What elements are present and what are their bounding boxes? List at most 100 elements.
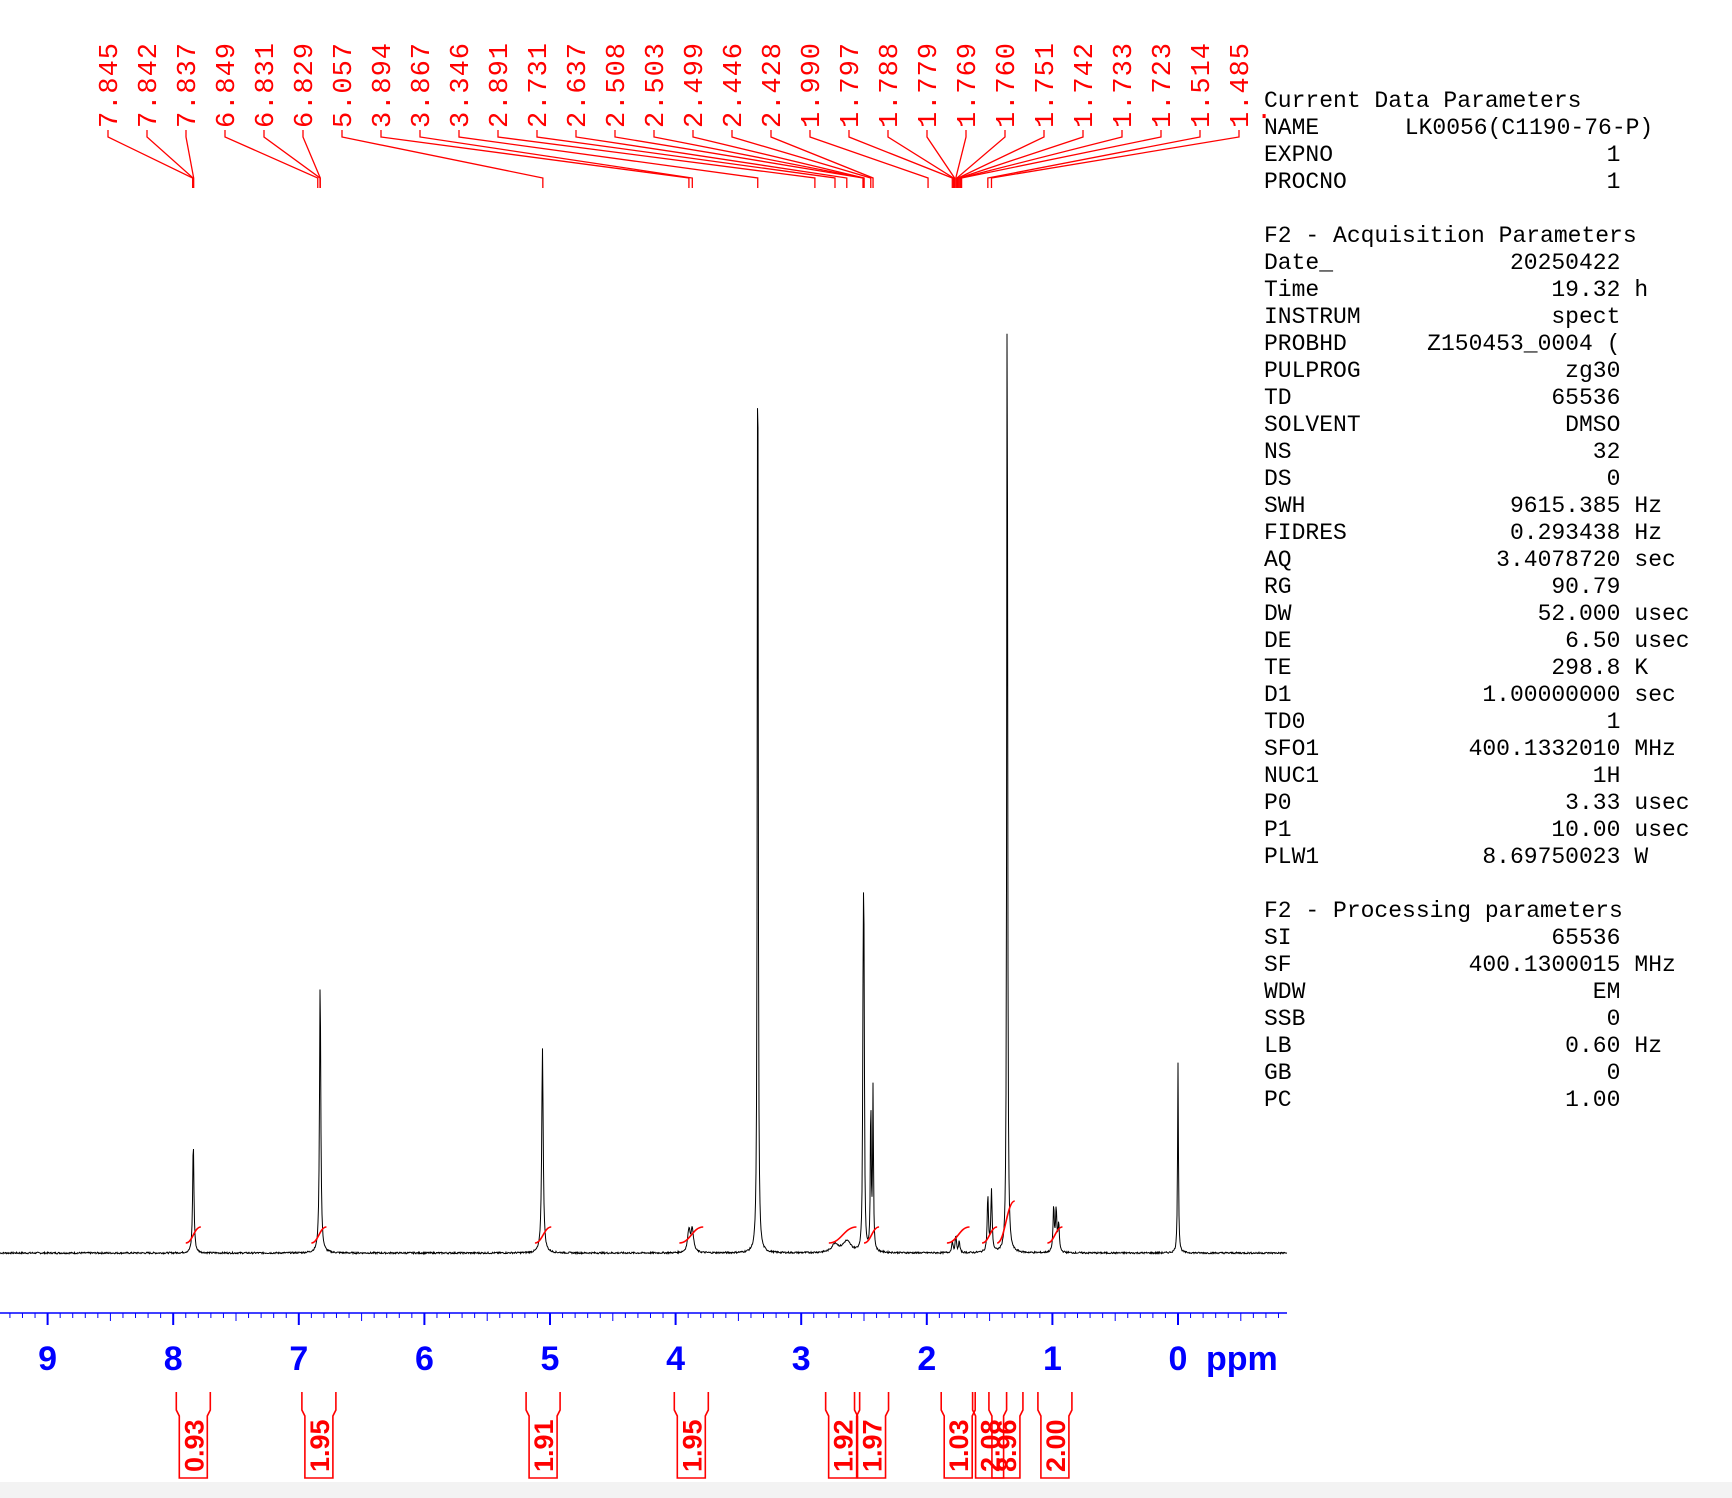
integral-value-label: 2.08	[976, 1419, 1006, 1472]
parameter-row: SSB 0	[1264, 1006, 1724, 1033]
parameter-key: SWH	[1264, 493, 1306, 519]
parameter-key: PC	[1264, 1087, 1292, 1113]
parameter-row: P1 10.00 usec	[1264, 817, 1724, 844]
parameter-row: SWH 9615.385 Hz	[1264, 493, 1724, 520]
acquisition-parameters-panel: Current Data Parameters NAME LK0056(C1190-…	[1264, 88, 1724, 1114]
parameter-value: EM	[1592, 979, 1621, 1005]
parameter-row: AQ 3.4078720 sec	[1264, 547, 1724, 574]
parameter-key: GB	[1264, 1060, 1292, 1086]
parameter-row: D1 1.00000000 sec	[1264, 682, 1724, 709]
parameter-unit	[1620, 439, 1724, 466]
integral-bracket	[988, 1392, 1024, 1479]
parameter-value: 6.50	[1565, 628, 1621, 654]
parameter-row: TD0 1	[1264, 709, 1724, 736]
parameter-value: 1H	[1592, 763, 1621, 789]
parameter-value: 0.60	[1565, 1033, 1621, 1059]
parameter-unit: Hz	[1634, 493, 1662, 519]
parameter-unit: K	[1634, 655, 1649, 681]
parameter-unit: usec	[1634, 628, 1690, 654]
parameter-value: 1.00	[1565, 1087, 1621, 1113]
parameter-value: 1	[1606, 169, 1621, 195]
parameter-section-title: F2 - Processing parameters	[1264, 898, 1623, 924]
peak-label: 1.485	[1227, 42, 1257, 128]
parameter-unit: h	[1634, 277, 1649, 303]
integral-bracket	[853, 1392, 890, 1479]
peak-label: 1.733	[1110, 42, 1140, 128]
integral-bracket	[1037, 1392, 1073, 1479]
parameter-unit	[1620, 925, 1724, 952]
parameter-unit	[1620, 142, 1724, 169]
parameter-unit: MHz	[1634, 952, 1676, 978]
parameter-unit: Hz	[1634, 1033, 1662, 1059]
parameter-row: SF 400.1300015 MHz	[1264, 952, 1724, 979]
parameter-value: LK0056(C1190-76-P)	[1404, 115, 1654, 141]
parameter-unit	[1620, 709, 1724, 736]
parameter-unit	[1621, 115, 1724, 142]
parameter-row: NUC1 1H	[1264, 763, 1724, 790]
peak-label: 7.845	[96, 42, 126, 128]
peak-label-leader	[653, 130, 865, 188]
peak-label: 2.891	[486, 42, 516, 128]
parameter-value: 90.79	[1551, 574, 1621, 600]
parameter-unit: W	[1634, 844, 1649, 870]
parameter-unit	[1620, 1060, 1724, 1087]
parameter-row: GB 0	[1264, 1060, 1724, 1087]
peak-label-leader	[302, 130, 321, 188]
parameter-key: NS	[1264, 439, 1292, 465]
parameter-key: Date_	[1264, 250, 1334, 276]
parameter-row: SI 65536	[1264, 925, 1724, 952]
integral-value-label: 1.97	[858, 1419, 888, 1472]
integral-curve	[534, 1226, 552, 1244]
parameter-value: zg30	[1565, 358, 1621, 384]
ppm-axis-label: ppm	[1206, 1340, 1278, 1378]
peak-label: 1.797	[837, 42, 867, 128]
parameter-row: TD 65536	[1264, 385, 1724, 412]
parameter-value: 400.1332010	[1468, 736, 1621, 762]
parameter-row: NAME LK0056(C1190-76-P)	[1264, 115, 1724, 142]
peak-label-leader	[536, 130, 836, 188]
peak-label: 1.769	[954, 42, 984, 128]
peak-label-leader	[955, 130, 967, 188]
parameter-unit: usec	[1634, 817, 1690, 843]
integral-value-label: 0.93	[179, 1419, 209, 1472]
spectrum-line	[0, 333, 1288, 1256]
peak-label: 1.514	[1188, 42, 1218, 128]
peak-label: 2.637	[564, 42, 594, 128]
peak-label: 1.760	[993, 42, 1023, 128]
parameter-key: TD	[1264, 385, 1292, 411]
ppm-tick-label: 4	[666, 1340, 685, 1378]
peak-label: 7.842	[135, 42, 165, 128]
parameter-value: 19.32	[1551, 277, 1621, 303]
integral-bracket	[673, 1392, 710, 1479]
ppm-axis: 9 8 7 6 5 4 3 2 1 0 ppm	[0, 1312, 1287, 1378]
integral-bracket	[175, 1392, 212, 1479]
integral-curve	[311, 1226, 327, 1244]
parameter-key: EXPNO	[1264, 142, 1334, 168]
ppm-tick-label: 2	[917, 1340, 936, 1378]
peak-label: 7.837	[174, 42, 204, 128]
parameter-row: Date_ 20250422	[1264, 250, 1724, 277]
ppm-tick-label: 1	[1043, 1340, 1062, 1378]
peak-label: 2.503	[642, 42, 672, 128]
integral-bracket	[301, 1392, 337, 1479]
peak-label: 1.990	[798, 42, 828, 128]
integral-curve	[185, 1226, 202, 1244]
parameter-key: SF	[1264, 952, 1292, 978]
peak-label-leader	[341, 130, 544, 188]
bottom-strip	[0, 1482, 1732, 1498]
peak-label-leader	[990, 130, 1240, 188]
integral-bracket	[824, 1392, 861, 1479]
parameter-value: 1.00000000	[1482, 682, 1621, 708]
parameter-value: 10.00	[1551, 817, 1621, 843]
parameter-value: 65536	[1551, 925, 1621, 951]
parameter-value: 52.000	[1537, 601, 1621, 627]
parameter-row: DS 0	[1264, 466, 1724, 493]
peak-label-leader	[692, 130, 865, 188]
peak-label-leader	[731, 130, 872, 188]
integral-value-label: 1.03	[944, 1419, 974, 1472]
parameter-row: WDW EM	[1264, 979, 1724, 1006]
parameter-unit	[1620, 574, 1724, 601]
parameter-key: SI	[1264, 925, 1292, 951]
parameter-key: SFO1	[1264, 736, 1320, 762]
